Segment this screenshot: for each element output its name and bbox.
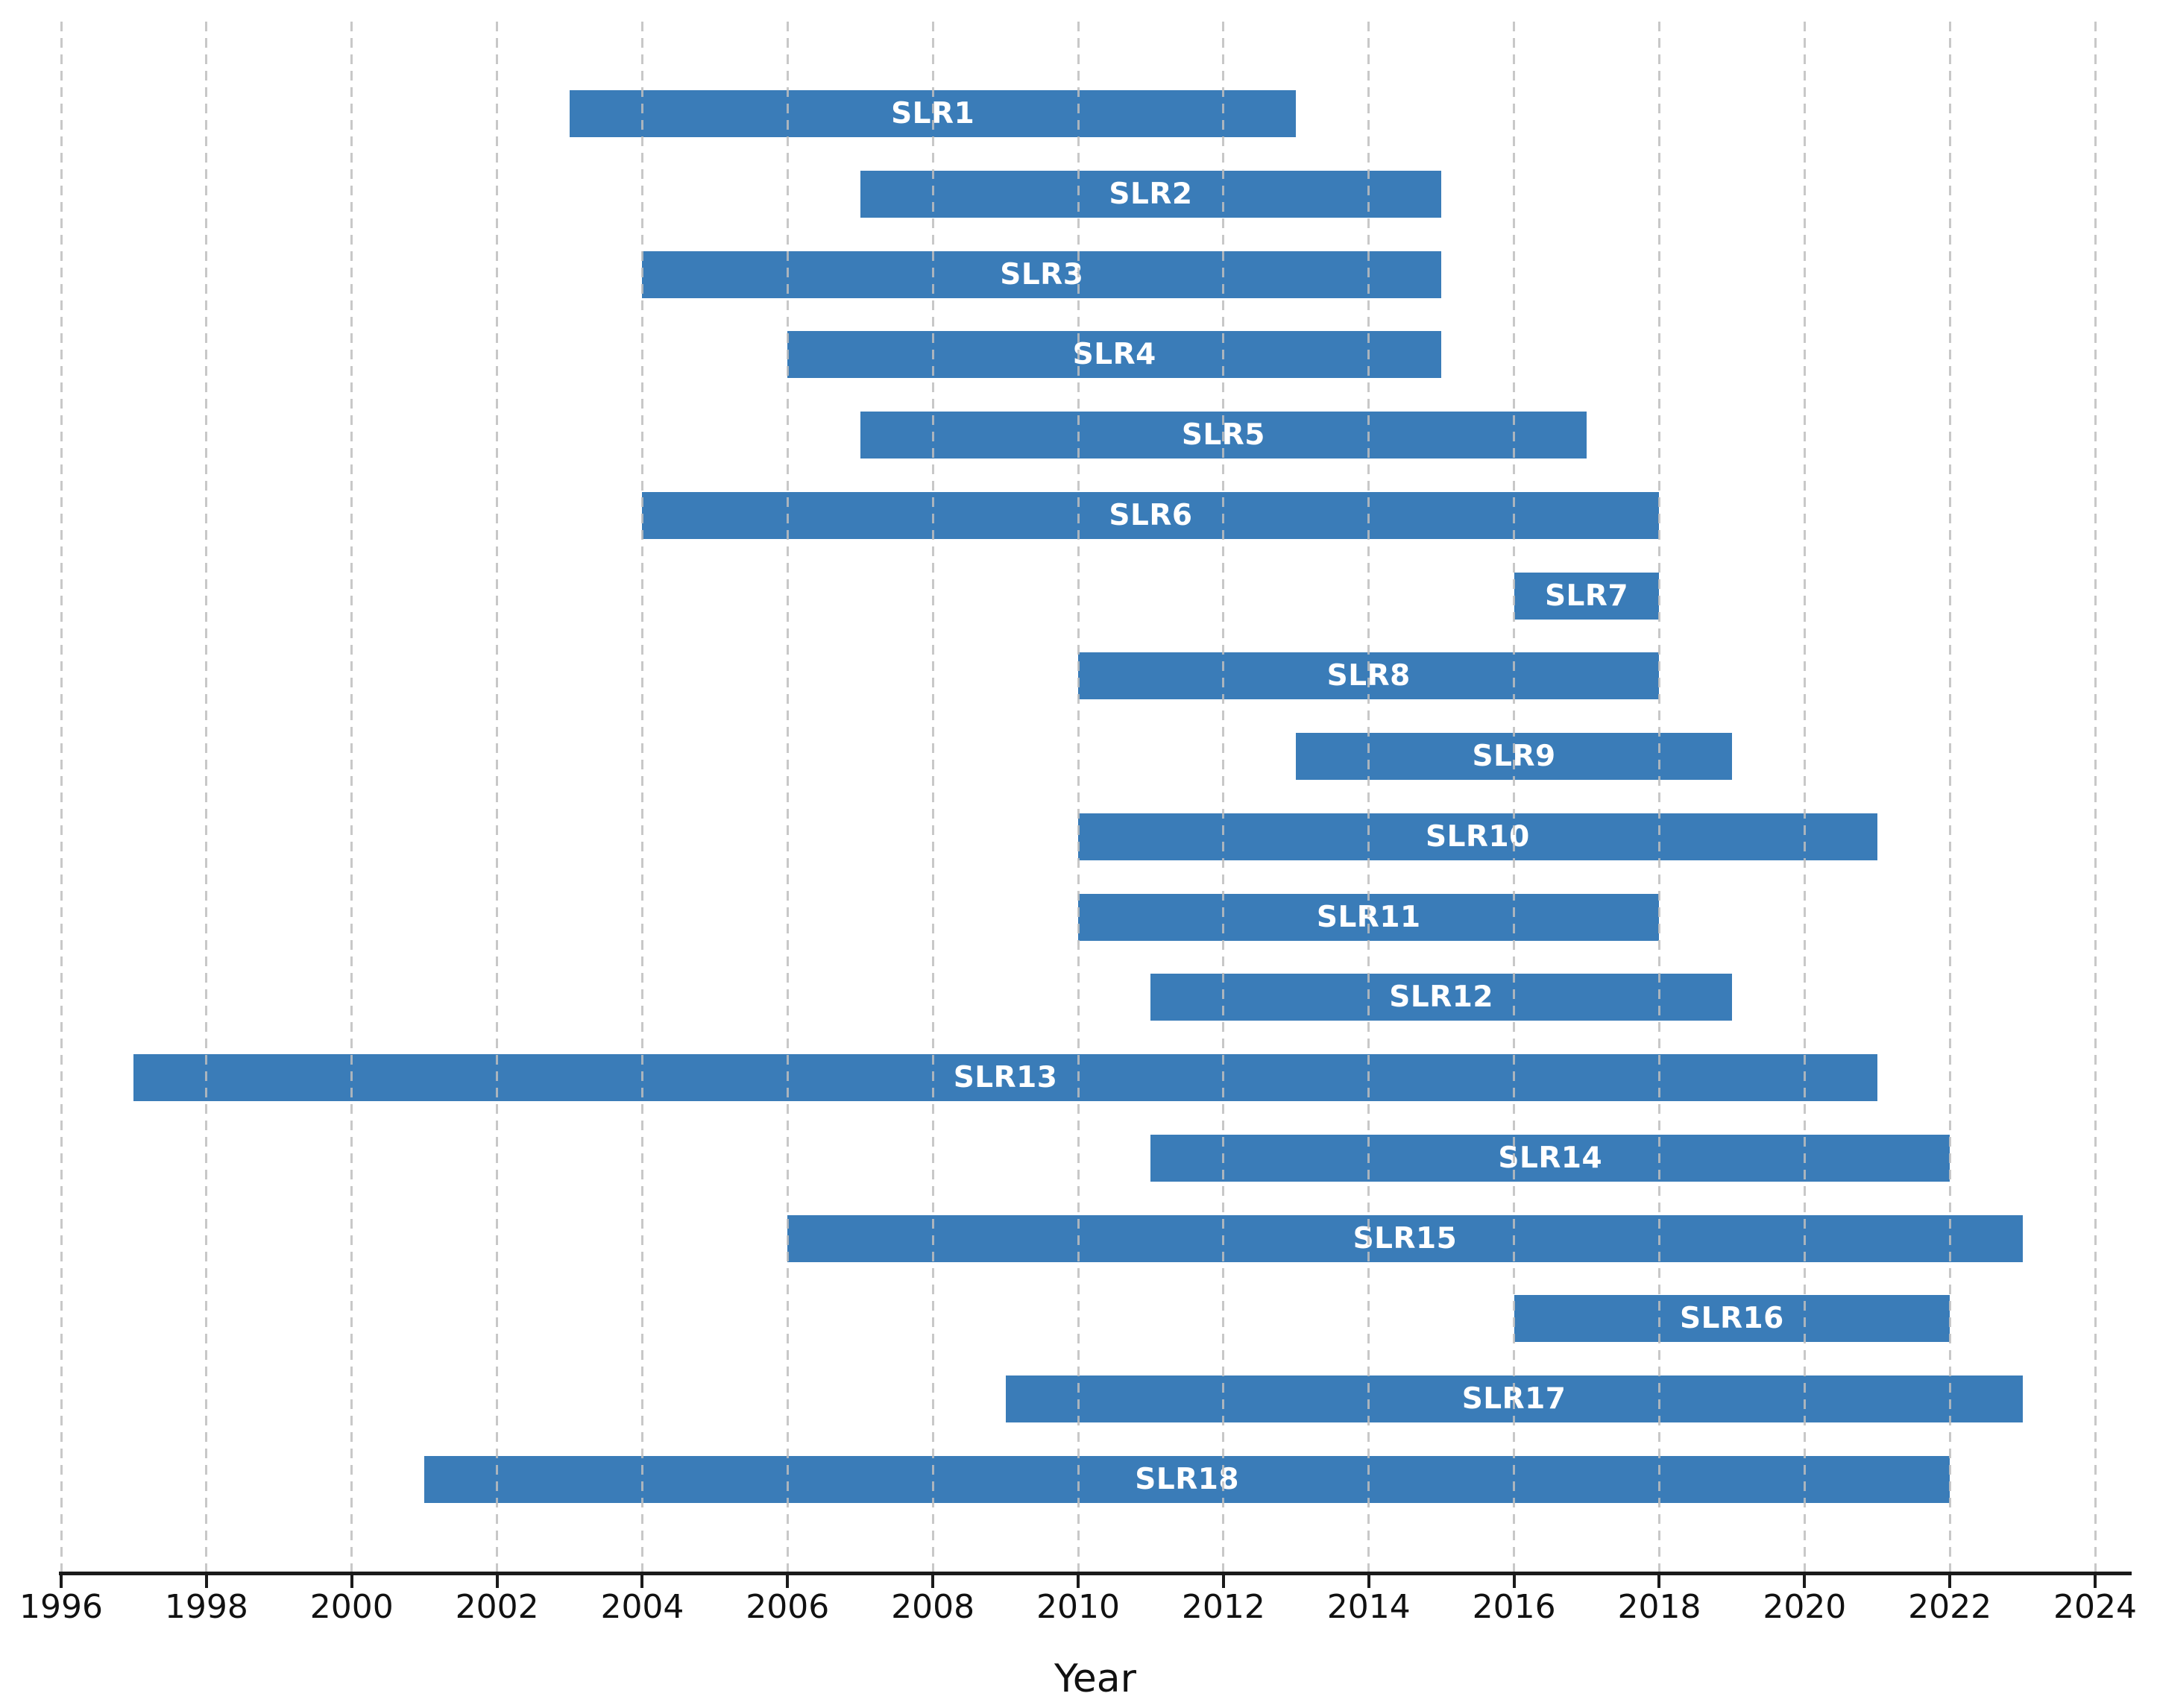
bar-slr2: SLR2 [860,170,1442,218]
gridline-2024 [2094,22,2097,1572]
gridline-1998 [205,22,208,1572]
gridline-2000 [350,22,353,1572]
bar-slr14: SLR14 [1150,1134,1950,1182]
x-tick-label-1998: 1998 [164,1588,248,1626]
gridline-2012 [1222,22,1225,1572]
x-tick-label-2008: 2008 [891,1588,975,1626]
x-tick-label-2012: 2012 [1181,1588,1265,1626]
x-tick-2012 [1221,1575,1225,1588]
x-tick-2022 [1948,1575,1952,1588]
x-tick-label-2014: 2014 [1326,1588,1411,1626]
bar-slr10: SLR10 [1078,813,1877,860]
x-tick-2000 [350,1575,353,1588]
bar-slr4: SLR4 [787,331,1442,379]
x-axis-title: Year [1054,1657,1137,1701]
bar-label-slr16: SLR16 [1680,1302,1784,1336]
bar-label-slr15: SLR15 [1353,1221,1458,1255]
x-tick-2008 [931,1575,935,1588]
bar-label-slr2: SLR2 [1109,177,1193,211]
gridline-2010 [1077,22,1080,1572]
x-tick-label-2000: 2000 [309,1588,394,1626]
x-axis-spine [59,1572,2132,1575]
x-tick-2024 [2094,1575,2097,1588]
bar-label-slr14: SLR14 [1498,1141,1603,1175]
bar-label-slr13: SLR13 [953,1061,1058,1095]
x-tick-2018 [1657,1575,1661,1588]
x-tick-1998 [204,1575,208,1588]
x-tick-2002 [495,1575,499,1588]
x-tick-label-2022: 2022 [1908,1588,1992,1626]
x-tick-2006 [786,1575,790,1588]
gridline-2018 [1657,22,1660,1572]
x-tick-2014 [1367,1575,1370,1588]
bar-slr13: SLR13 [133,1054,1877,1102]
bar-label-slr12: SLR12 [1389,980,1494,1015]
x-tick-label-2018: 2018 [1617,1588,1701,1626]
x-tick-2016 [1512,1575,1516,1588]
gridline-2020 [1803,22,1806,1572]
x-tick-2010 [1077,1575,1080,1588]
bar-label-slr10: SLR10 [1426,819,1530,854]
bar-slr7: SLR7 [1514,572,1660,620]
x-tick-label-2020: 2020 [1763,1588,1847,1626]
x-tick-label-2010: 2010 [1036,1588,1121,1626]
bar-slr12: SLR12 [1150,974,1732,1021]
bar-label-slr4: SLR4 [1072,338,1156,372]
bar-label-slr18: SLR18 [1135,1462,1240,1496]
x-tick-label-2006: 2006 [746,1588,830,1626]
bar-label-slr6: SLR6 [1109,498,1193,532]
x-tick-2004 [640,1575,644,1588]
x-tick-1996 [60,1575,63,1588]
gridline-2016 [1513,22,1516,1572]
gridline-2006 [786,22,789,1572]
bar-label-slr7: SLR7 [1544,579,1629,613]
bar-slr6: SLR6 [642,491,1660,539]
gridline-2002 [496,22,499,1572]
x-tick-2020 [1803,1575,1807,1588]
bar-slr16: SLR16 [1514,1295,1950,1343]
gridline-2022 [1948,22,1951,1572]
x-tick-label-2024: 2024 [2053,1588,2138,1626]
x-tick-label-2002: 2002 [455,1588,539,1626]
bar-slr18: SLR18 [424,1455,1950,1503]
gridline-1996 [60,22,63,1572]
bar-slr15: SLR15 [787,1214,2023,1262]
gridline-2014 [1367,22,1370,1572]
bar-label-slr3: SLR3 [1000,257,1084,292]
gridline-2008 [931,22,934,1572]
x-tick-label-2016: 2016 [1472,1588,1556,1626]
gridline-2004 [640,22,643,1572]
x-tick-label-2004: 2004 [600,1588,684,1626]
bar-slr3: SLR3 [642,250,1442,298]
x-tick-label-1996: 1996 [19,1588,103,1626]
